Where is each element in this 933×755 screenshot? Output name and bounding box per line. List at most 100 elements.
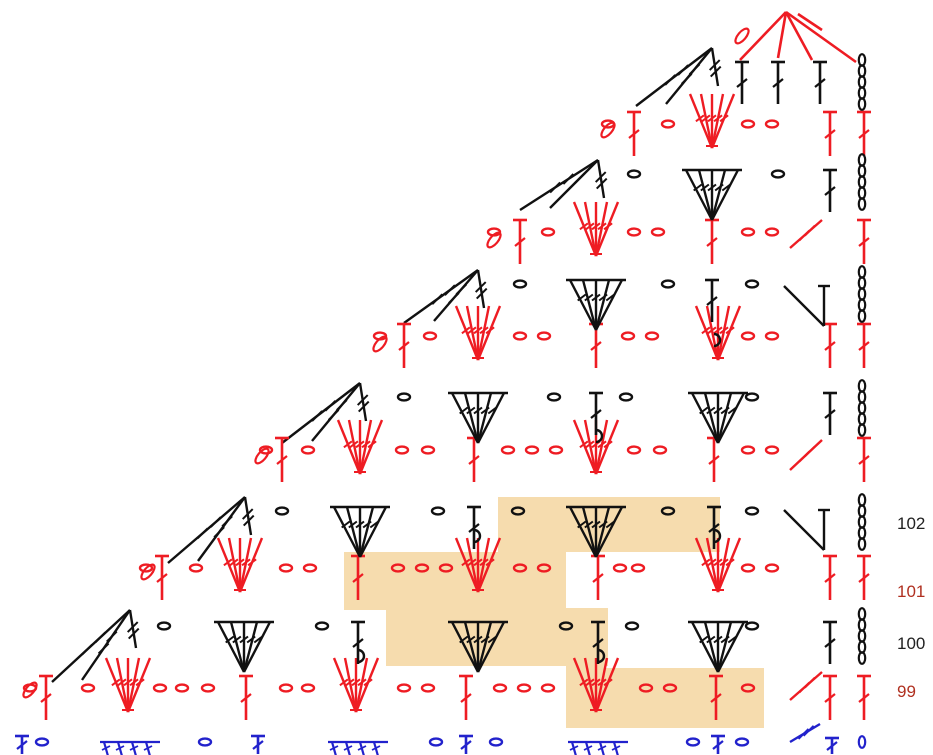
- joining-hook-symbol: [713, 332, 722, 348]
- edge-treble-symbol: [665, 47, 713, 105]
- chain-symbol: [197, 737, 213, 747]
- shell-cluster-symbol: [688, 620, 748, 673]
- edge-chain-symbol: [734, 27, 750, 45]
- double-crochet-symbol: [823, 620, 837, 664]
- chain-symbol: [540, 227, 556, 237]
- double-crochet-symbol: [813, 60, 827, 104]
- fan-cluster-symbol: [454, 305, 502, 361]
- chain-symbol: [278, 563, 294, 573]
- fan-cluster-symbol: [694, 537, 742, 593]
- fan-cluster-symbol: [694, 305, 742, 361]
- double-crochet-symbol: [397, 322, 411, 368]
- double-crochet-symbol: [857, 554, 871, 600]
- edge-treble-symbol: [81, 609, 131, 681]
- double-crochet-symbol: [589, 391, 603, 435]
- stitch-symbols: [15, 10, 871, 755]
- edge-treble-symbol: [126, 609, 140, 649]
- chain-symbol: [430, 506, 446, 516]
- shell-cluster-symbol: [566, 505, 626, 558]
- turning-chain-symbol: [857, 607, 867, 665]
- double-crochet-symbol: [513, 218, 527, 264]
- chain-symbol: [500, 445, 516, 455]
- fan-cluster-symbol: [688, 93, 736, 149]
- edge-treble-symbol: [474, 269, 488, 309]
- double-crochet-symbol: [39, 674, 53, 720]
- fan-cluster-symbol: [336, 419, 384, 475]
- chain-symbol: [300, 683, 316, 693]
- chain-symbol: [652, 445, 668, 455]
- double-crochet-symbol: [351, 620, 365, 664]
- chain-symbol: [764, 445, 780, 455]
- edge-treble-symbol: [789, 219, 823, 249]
- double-crochet-symbol: [857, 436, 871, 482]
- chain-symbol: [300, 445, 316, 455]
- row-label-101: 101: [897, 582, 926, 601]
- double-crochet-symbol: [591, 620, 605, 664]
- chain-symbol: [302, 563, 318, 573]
- chain-symbol: [510, 506, 526, 516]
- edge-chain-symbol: [486, 231, 502, 249]
- shell-cluster-symbol: [566, 278, 626, 331]
- chain-symbol: [764, 563, 780, 573]
- edge-chain-symbol: [22, 681, 38, 699]
- double-crochet-symbol: [351, 554, 365, 600]
- edge-treble-symbol: [519, 158, 599, 212]
- double-crochet-symbol: [857, 110, 871, 156]
- chain-symbol: [644, 331, 660, 341]
- chain-symbol: [492, 683, 508, 693]
- chain-symbol: [488, 737, 504, 747]
- chain-symbol: [618, 392, 634, 402]
- fan-cluster-symbol: [572, 657, 620, 713]
- chain-symbol: [740, 227, 756, 237]
- row-label-100: 100: [897, 634, 926, 653]
- chain-symbol: [394, 445, 410, 455]
- double-crochet-symbol: [823, 322, 837, 368]
- edge-treble-symbol: [197, 496, 246, 562]
- double-crochet-symbol: [857, 218, 871, 264]
- edge-chain-symbol: [372, 335, 388, 353]
- chain-symbol: [630, 563, 646, 573]
- chain-symbol: [740, 119, 756, 129]
- edge-treble-symbol: [403, 269, 479, 324]
- chain-symbol: [740, 331, 756, 341]
- edge-treble-symbol: [635, 47, 713, 107]
- chain-symbol: [512, 331, 528, 341]
- double-crochet-symbol: [239, 674, 253, 720]
- row-label-99: 99: [897, 682, 916, 701]
- double-crochet-symbol: [823, 554, 837, 600]
- turning-chain-symbol: [857, 153, 867, 211]
- chain-symbol: [152, 683, 168, 693]
- chain-symbol: [626, 227, 642, 237]
- shell-cluster-symbol: [688, 391, 748, 444]
- double-crochet-symbol: [705, 278, 719, 322]
- chain-symbol: [612, 563, 628, 573]
- base-cluster-symbol: [328, 740, 388, 755]
- double-crochet-symbol: [707, 436, 721, 482]
- decrease-symbol: [783, 508, 830, 551]
- shell-cluster-symbol: [682, 168, 742, 221]
- double-crochet-symbol: [459, 674, 473, 720]
- double-crochet-symbol: [459, 734, 473, 754]
- fan-cluster-symbol: [216, 537, 264, 593]
- chain-symbol: [278, 683, 294, 693]
- double-crochet-symbol: [591, 554, 605, 600]
- shell-cluster-symbol: [214, 620, 274, 673]
- edge-treble-symbol: [311, 382, 361, 442]
- chain-symbol: [624, 621, 640, 631]
- double-crochet-symbol: [627, 110, 641, 156]
- edge-chain-symbol: [600, 121, 616, 139]
- chain-symbol: [536, 331, 552, 341]
- chain-symbol: [414, 563, 430, 573]
- double-crochet-symbol: [711, 734, 725, 754]
- chain-symbol: [558, 621, 574, 631]
- chain-symbol: [744, 392, 760, 402]
- fan-cluster-symbol: [572, 201, 620, 257]
- chain-symbol: [660, 119, 676, 129]
- chain-symbol: [174, 683, 190, 693]
- chain-symbol: [660, 279, 676, 289]
- chain-symbol: [512, 563, 528, 573]
- chain-symbol: [428, 737, 444, 747]
- edge-treble-symbol: [789, 439, 823, 471]
- chain-symbol: [764, 119, 780, 129]
- double-crochet-symbol: [155, 554, 169, 600]
